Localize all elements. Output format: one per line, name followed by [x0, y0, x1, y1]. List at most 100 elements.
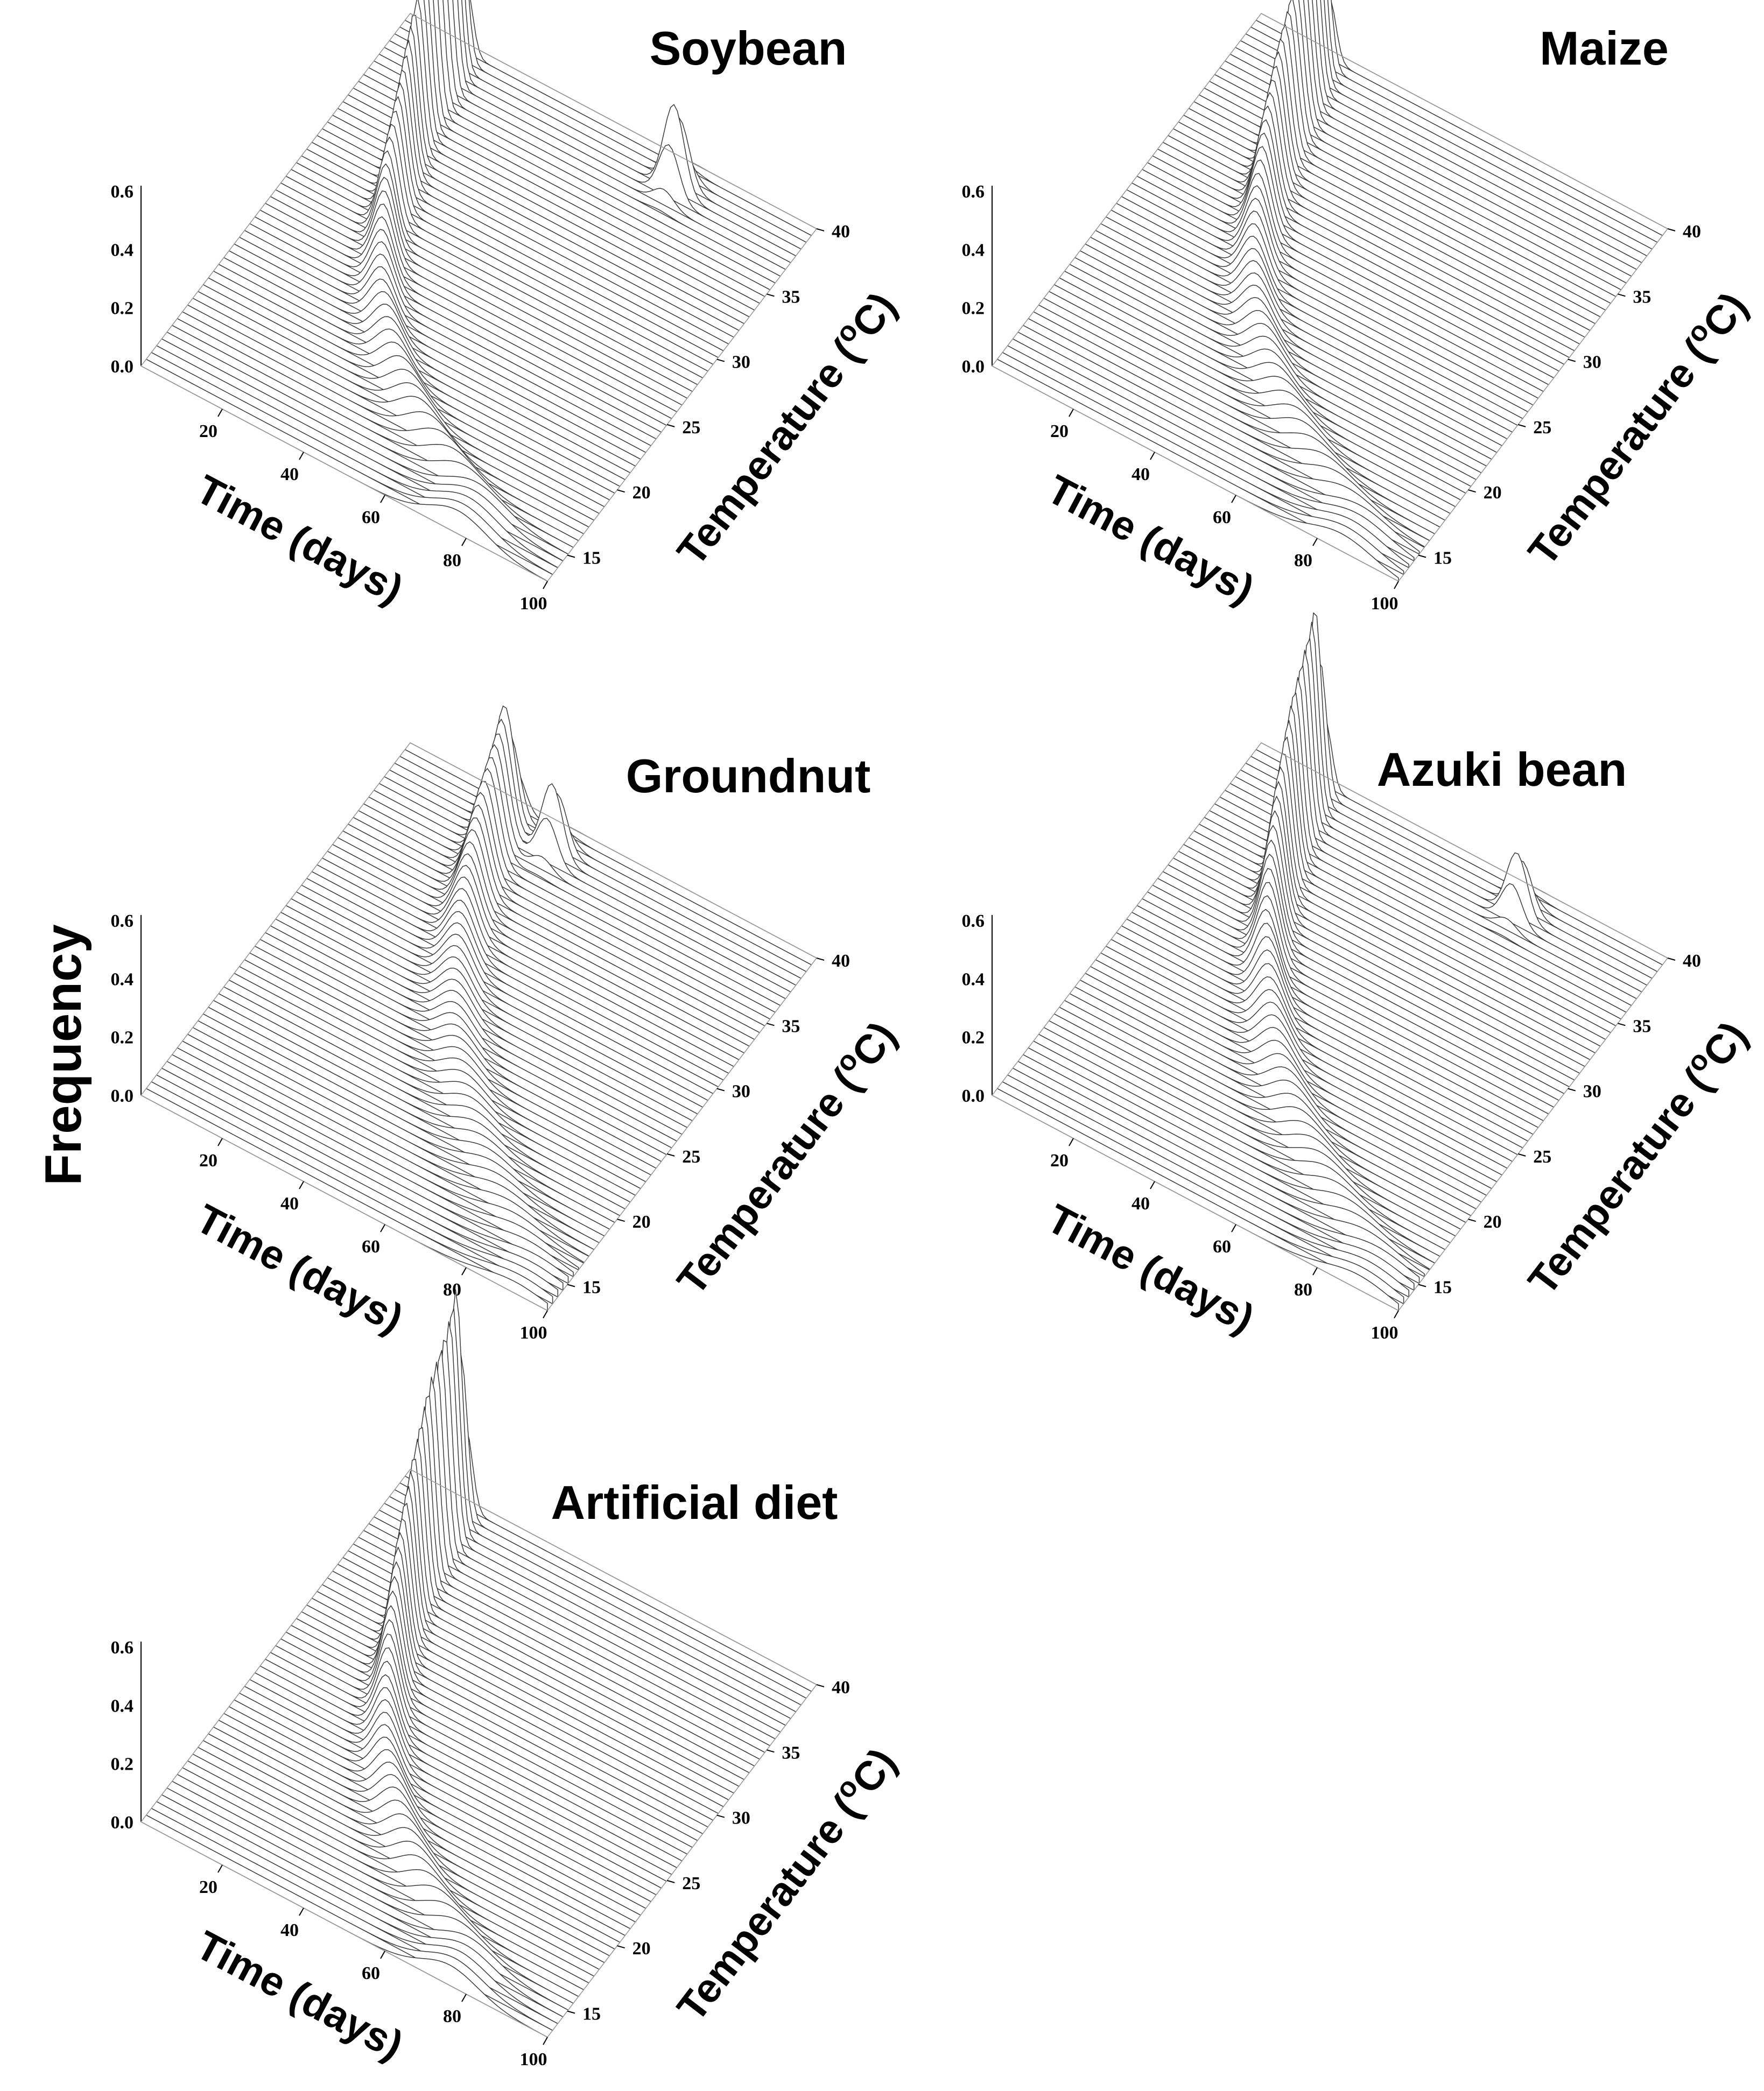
x-tick-label: 60 — [1213, 1237, 1231, 1257]
surface-traces — [992, 0, 1668, 582]
x-tick-mark — [1394, 1310, 1399, 1319]
surface-slice — [270, 190, 678, 412]
surface-slice — [202, 1013, 610, 1230]
surface-slice — [373, 1350, 781, 1733]
y-tick-label: 30 — [732, 1082, 750, 1102]
surface-slice — [259, 1665, 667, 1882]
surface-slice — [238, 236, 646, 453]
surface-slice — [363, 0, 771, 291]
z-tick-label: 0.6 — [962, 182, 985, 202]
surface-slice — [1053, 1013, 1461, 1230]
surface-slice — [156, 345, 564, 561]
y-tick-label: 30 — [732, 353, 750, 372]
surface-slice — [1012, 1067, 1420, 1284]
surface-slice — [265, 202, 672, 419]
surface-slice — [280, 912, 688, 1128]
surface-slice — [218, 264, 626, 480]
surface-slice — [378, 0, 786, 270]
y-tick-label: 15 — [582, 2004, 601, 2024]
x-tick-label: 20 — [1050, 421, 1069, 441]
surface-slice — [198, 1747, 605, 1963]
y-tick-mark — [567, 554, 575, 558]
surface-slice — [285, 905, 693, 1122]
surface-slice — [228, 250, 636, 467]
y-tick-mark — [1667, 958, 1676, 961]
surface-slice — [187, 1033, 595, 1250]
time-axis-title: Time (days) — [1040, 1195, 1262, 1342]
x-tick-mark — [543, 1310, 548, 1319]
y-tick-label: 40 — [1683, 951, 1701, 971]
surface-slice — [1038, 1033, 1446, 1250]
surface-slice — [1100, 223, 1508, 440]
temperature-axis-title: Temperature (oC) — [665, 1011, 905, 1303]
y-tick-mark — [1618, 293, 1626, 297]
y-tick-mark — [1418, 1284, 1426, 1287]
surface-slice — [1136, 173, 1544, 392]
surface-slice — [1245, 0, 1653, 250]
surface-slice — [1116, 932, 1523, 1149]
y-tick-label: 20 — [632, 1939, 651, 1959]
x-tick-label: 40 — [280, 464, 299, 484]
x-tick-label: 80 — [443, 1280, 461, 1300]
surface-slice — [177, 1047, 585, 1264]
surface-slice — [1017, 1061, 1425, 1277]
surface-slice — [1193, 753, 1601, 1047]
y-tick-label: 35 — [1633, 287, 1651, 307]
x-tick-mark — [1069, 409, 1074, 417]
surface-slice — [1033, 311, 1440, 527]
surface-slice — [1079, 250, 1487, 467]
panel-azuki-bean: Azuki bean 0.0 0.2 0.4 0.6 20 40 60 80 100 15 20 25 3… — [962, 612, 1756, 1343]
surface-traces — [140, 1289, 817, 2038]
surface-slice — [1033, 1040, 1440, 1257]
surface-slice — [1079, 980, 1487, 1196]
surface-slice — [1126, 189, 1534, 406]
surface-slice — [291, 898, 698, 1115]
temperature-axis-title: Temperature (oC) — [1516, 1011, 1756, 1303]
y-tick-mark — [567, 1284, 575, 1287]
y-tick-label: 25 — [682, 1874, 700, 1893]
surface-slice — [306, 1546, 714, 1821]
x-tick-label: 40 — [1132, 1194, 1150, 1214]
surface-slice — [353, 804, 760, 1033]
surface-traces — [140, 706, 817, 1311]
panel-title: Groundnut — [626, 749, 871, 802]
surface-slice — [1100, 952, 1508, 1169]
surface-slice — [394, 1289, 802, 1706]
y-tick-label: 30 — [732, 1808, 750, 1828]
surface-slice — [384, 0, 791, 263]
x-tick-label: 40 — [280, 1194, 299, 1214]
surface-slice — [378, 1340, 786, 1726]
x-tick-label: 60 — [362, 508, 380, 527]
z-tick-label: 0.0 — [111, 357, 134, 377]
surface-slice — [306, 878, 714, 1094]
y-tick-label: 20 — [632, 1212, 651, 1232]
x-tick-label: 20 — [199, 1151, 217, 1171]
surface-slice — [368, 0, 776, 284]
x-tick-label: 80 — [1294, 1280, 1312, 1300]
panel-title: Artificial diet — [551, 1476, 838, 1529]
surface-slice — [1017, 332, 1425, 548]
surface-slice — [1105, 216, 1513, 433]
x-tick-label: 100 — [520, 2050, 547, 2069]
y-tick-mark — [716, 1088, 725, 1092]
y-tick-mark — [1618, 1023, 1626, 1026]
x-tick-label: 20 — [199, 1877, 217, 1897]
surface-slice — [1043, 298, 1451, 514]
x-tick-label: 100 — [1371, 594, 1398, 614]
surface-slice — [156, 1074, 564, 1291]
y-tick-label: 25 — [1533, 418, 1551, 438]
x-tick-mark — [1150, 1181, 1155, 1189]
time-axis-title: Time (days) — [189, 1922, 411, 2068]
surface-slice — [1121, 925, 1529, 1142]
surface-slice — [358, 0, 765, 297]
surface-slice — [311, 871, 719, 1088]
x-tick-mark — [1312, 538, 1318, 546]
y-tick-label: 30 — [1583, 1082, 1601, 1102]
y-tick-label: 25 — [682, 1147, 700, 1167]
y-tick-label: 35 — [782, 1743, 800, 1763]
surface-slice — [254, 216, 662, 433]
z-tick-label: 0.6 — [111, 911, 134, 931]
x-tick-mark — [217, 1138, 223, 1146]
z-tick-label: 0.4 — [111, 969, 134, 989]
y-tick-label: 20 — [1484, 1212, 1502, 1232]
